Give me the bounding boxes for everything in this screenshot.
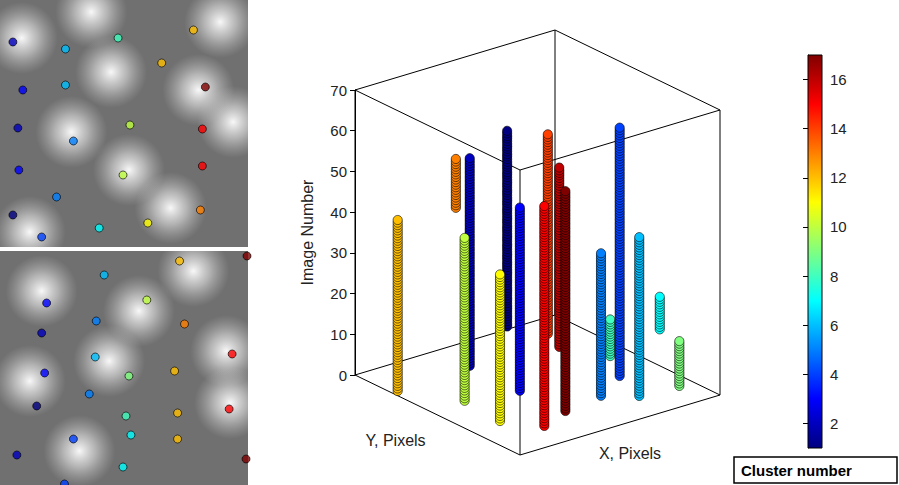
svg-text:16: 16 [830, 71, 847, 88]
svg-text:6: 6 [830, 317, 838, 334]
svg-text:2: 2 [830, 415, 838, 432]
svg-text:70: 70 [330, 82, 347, 99]
svg-text:8: 8 [830, 268, 838, 285]
svg-text:10: 10 [830, 218, 847, 235]
svg-text:4: 4 [830, 366, 838, 383]
svg-text:12: 12 [830, 169, 847, 186]
svg-text:40: 40 [330, 204, 347, 221]
svg-text:0: 0 [339, 367, 347, 384]
svg-text:10: 10 [330, 326, 347, 343]
svg-text:14: 14 [830, 120, 847, 137]
svg-text:Cluster number: Cluster number [741, 462, 852, 479]
svg-text:Y, Pixels: Y, Pixels [365, 432, 425, 449]
svg-text:20: 20 [330, 285, 347, 302]
svg-text:Image Number: Image Number [299, 179, 316, 285]
svg-text:X, Pixels: X, Pixels [599, 445, 661, 462]
svg-text:50: 50 [330, 163, 347, 180]
svg-text:60: 60 [330, 122, 347, 139]
svg-text:30: 30 [330, 244, 347, 261]
